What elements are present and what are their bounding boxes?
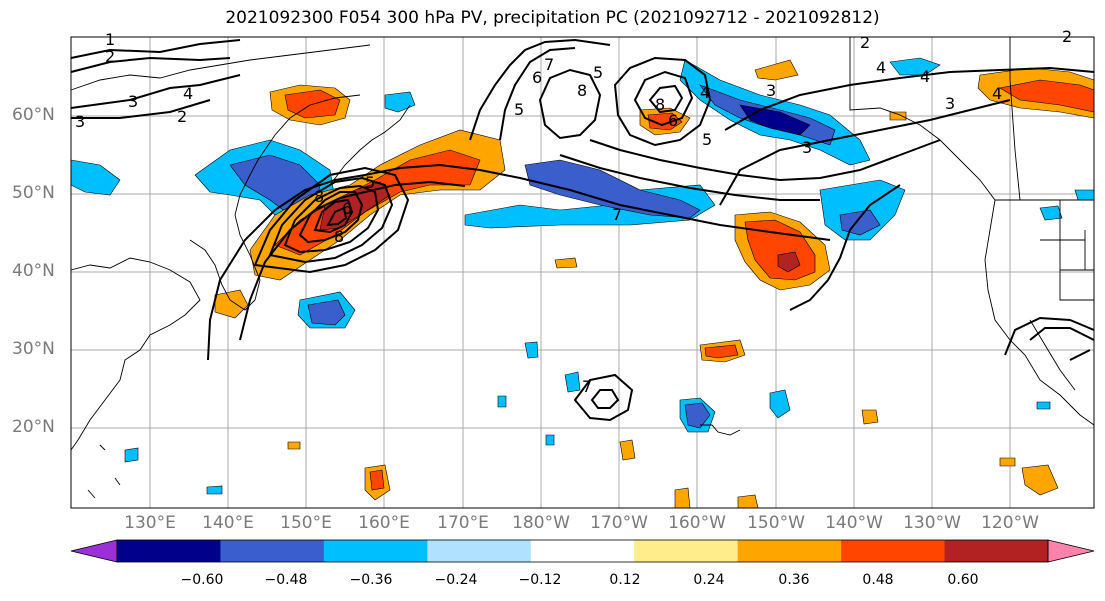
contour-label: 3 bbox=[945, 94, 955, 113]
colorbar-tick: −0.48 bbox=[264, 572, 308, 588]
contour-label: 6 bbox=[668, 111, 678, 130]
colorbar-segment bbox=[944, 540, 1049, 562]
colorbar-tick: −0.24 bbox=[434, 572, 478, 588]
colorbar-segment bbox=[427, 540, 532, 562]
map-title: 2021092300 F054 300 hPa PV, precipitatio… bbox=[225, 8, 880, 28]
contour-labels: 1 2 3 4 2 3 5 8 8 6 5 7 4 3 4 2 4 2 4 3 … bbox=[75, 27, 1072, 396]
contour-label: 8 bbox=[577, 81, 587, 100]
contour-label: 5 bbox=[702, 130, 712, 149]
lon-label-120w: 120°W bbox=[981, 513, 1039, 533]
colorbar-tick: −0.60 bbox=[180, 572, 224, 588]
contour-label: 3 bbox=[128, 92, 138, 111]
contour-label: 8 bbox=[334, 227, 344, 246]
lon-label-150w: 150°W bbox=[747, 513, 805, 533]
contour-label: 8 bbox=[314, 187, 324, 206]
colorbar-segment bbox=[220, 540, 325, 562]
contour-label: 4 bbox=[876, 58, 886, 77]
contour-label: 5 bbox=[365, 173, 375, 192]
contour-label: 5 bbox=[514, 100, 524, 119]
colorbar-segment bbox=[634, 540, 739, 562]
lon-label-130e: 130°E bbox=[124, 513, 176, 533]
colorbar-tick: 0.48 bbox=[862, 572, 894, 588]
contour-label: 5 bbox=[593, 63, 603, 82]
contour-label: 4 bbox=[992, 84, 1002, 103]
colorbar bbox=[70, 539, 1095, 563]
colorbar-tick: −0.36 bbox=[349, 572, 393, 588]
colorbar-tick: 0.12 bbox=[609, 572, 641, 588]
map-frame bbox=[70, 36, 1095, 509]
contour-label: 7 bbox=[582, 377, 592, 396]
lat-label-40n: 40°N bbox=[12, 261, 55, 281]
contour-label: 2 bbox=[860, 33, 870, 52]
colorbar-segment bbox=[117, 540, 221, 562]
contour-label: 2 bbox=[177, 107, 187, 126]
lon-label-140w: 140°W bbox=[825, 513, 883, 533]
colorbar-extend-high bbox=[1047, 539, 1095, 563]
lon-label-150e: 150°E bbox=[280, 513, 332, 533]
lon-label-160w: 160°W bbox=[668, 513, 726, 533]
contour-label: 1 bbox=[105, 30, 115, 49]
colorbar-tick: 0.36 bbox=[778, 572, 810, 588]
colorbar-segment bbox=[841, 540, 946, 562]
contour-label: 4 bbox=[700, 83, 710, 102]
contour-label: 6 bbox=[342, 199, 352, 218]
lat-label-60n: 60°N bbox=[12, 105, 55, 125]
contour-label: 4 bbox=[920, 67, 930, 86]
lon-label-140e: 140°E bbox=[202, 513, 254, 533]
lat-label-50n: 50°N bbox=[12, 183, 55, 203]
lon-label-180w: 180°W bbox=[512, 513, 570, 533]
lon-label-130w: 130°W bbox=[903, 513, 961, 533]
lon-label-170e: 170°E bbox=[437, 513, 489, 533]
lon-label-170w: 170°W bbox=[590, 513, 648, 533]
contour-label: 3 bbox=[802, 138, 812, 157]
lat-label-20n: 20°N bbox=[12, 417, 55, 437]
contour-label: 7 bbox=[544, 55, 554, 74]
lon-label-160e: 160°E bbox=[358, 513, 410, 533]
lat-label-30n: 30°N bbox=[12, 339, 55, 359]
contour-label: 3 bbox=[75, 112, 85, 131]
contour-label: 7 bbox=[612, 205, 622, 224]
colorbar-tick: −0.12 bbox=[518, 572, 562, 588]
contour-label: 8 bbox=[655, 95, 665, 114]
contour-label: 3 bbox=[766, 81, 776, 100]
pv-contours bbox=[70, 38, 1095, 422]
colorbar-segment bbox=[323, 540, 428, 562]
colorbar-tick: 0.60 bbox=[947, 572, 979, 588]
colorbar-segment bbox=[737, 540, 842, 562]
colorbar-outline bbox=[116, 539, 1049, 563]
colorbar-extend-low bbox=[70, 539, 118, 563]
colorbar-segment bbox=[530, 540, 635, 562]
colorbar-tick: 0.24 bbox=[693, 572, 725, 588]
contour-label: 4 bbox=[183, 84, 193, 103]
contour-label: 2 bbox=[105, 47, 115, 66]
contour-label: 6 bbox=[532, 68, 542, 87]
